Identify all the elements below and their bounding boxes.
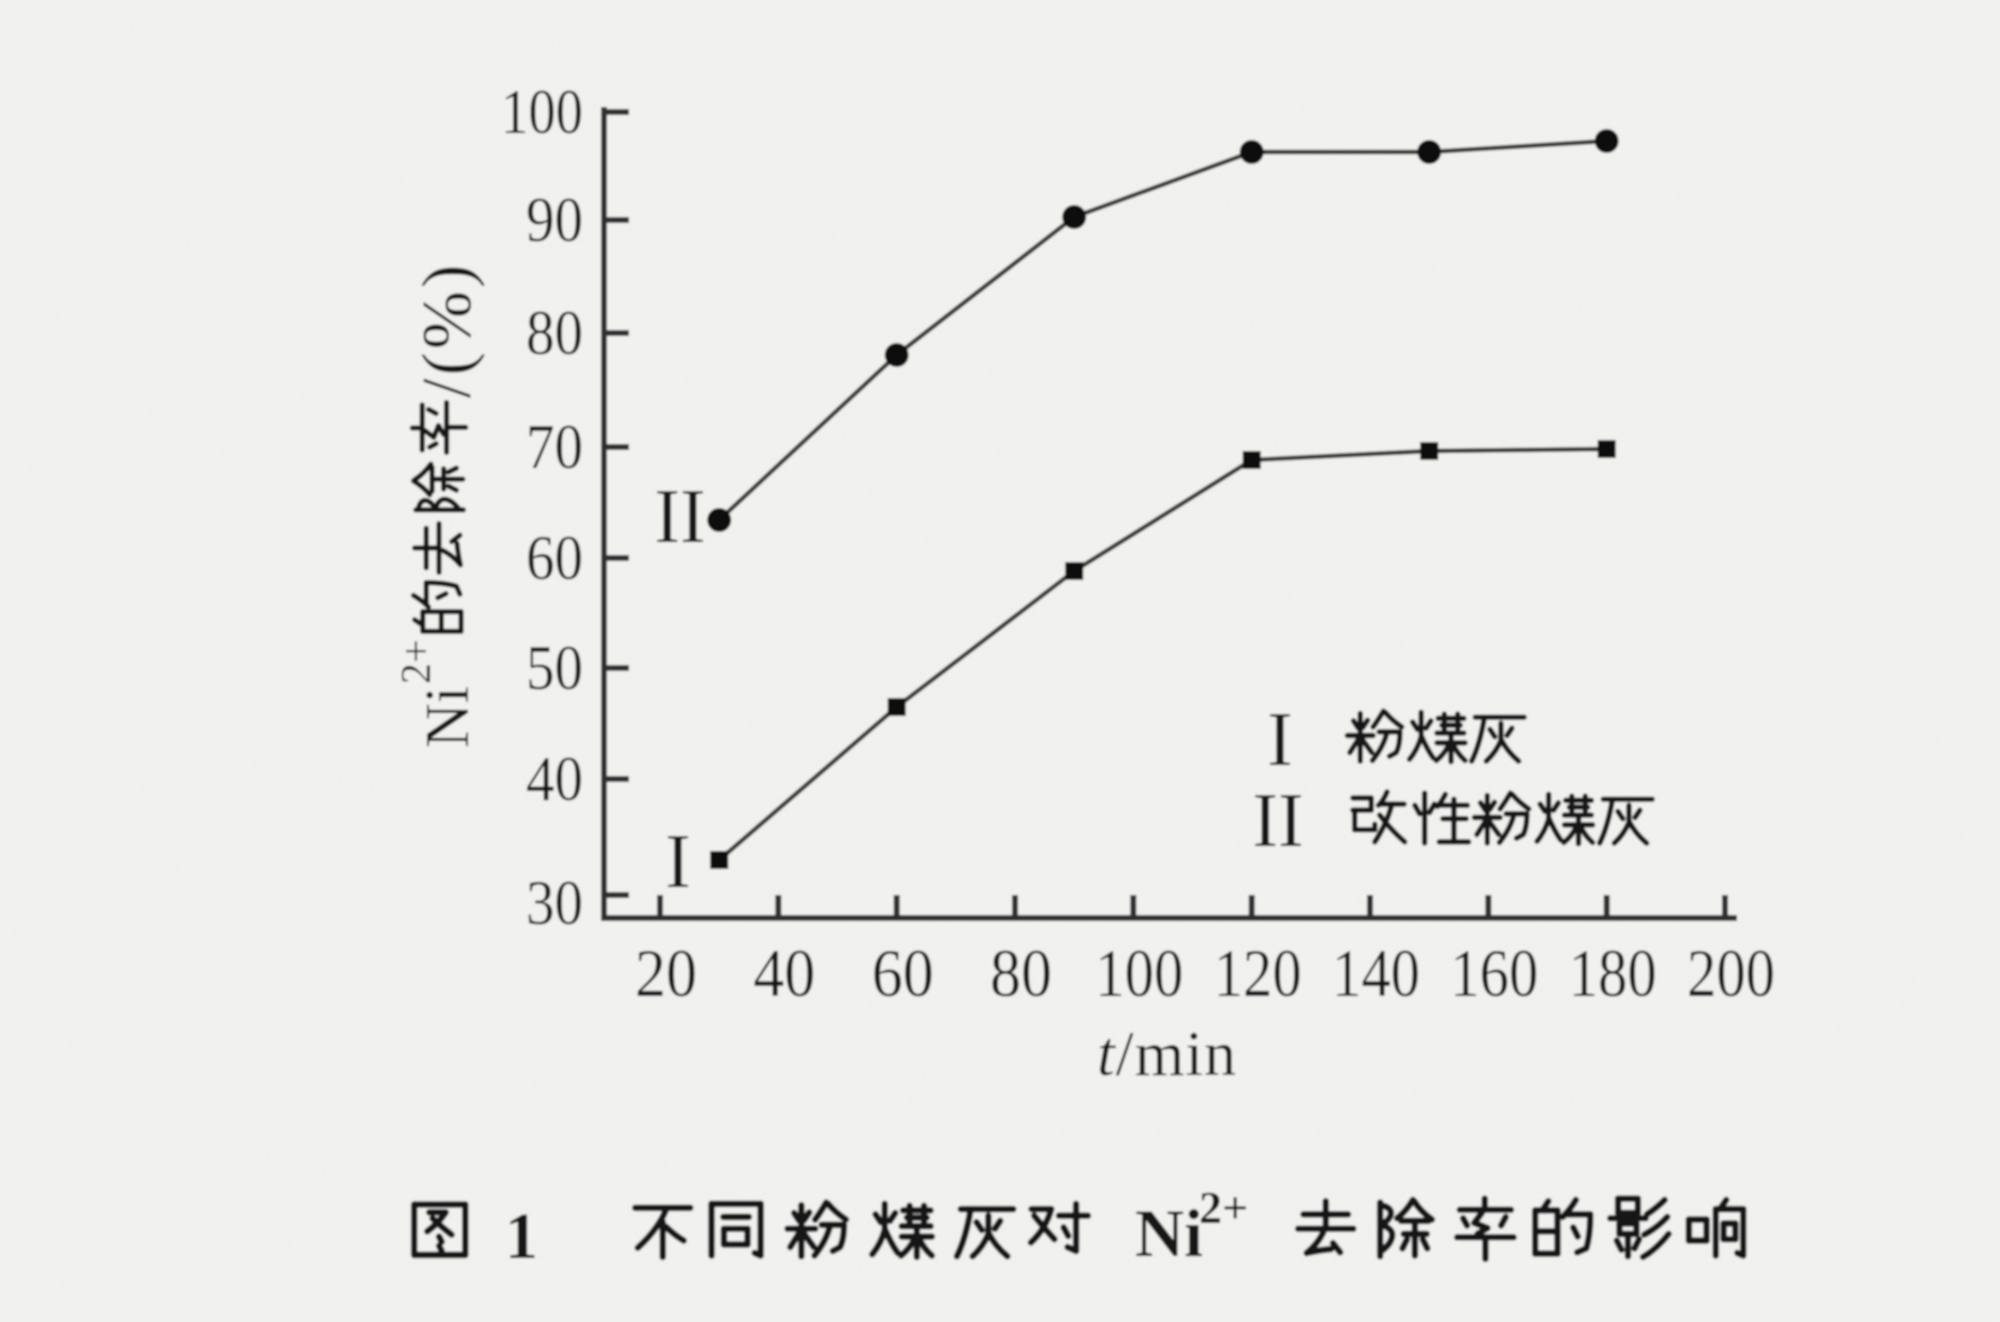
svg-text:50: 50 (526, 632, 583, 703)
svg-text:80: 80 (990, 935, 1052, 1011)
svg-text:Ni: Ni (414, 686, 482, 748)
svg-text:/(%): /(%) (409, 262, 486, 398)
svg-text:I: I (665, 818, 691, 904)
svg-text:90: 90 (526, 184, 583, 255)
svg-text:2+: 2+ (1199, 1182, 1248, 1233)
svg-text:20: 20 (635, 935, 697, 1011)
svg-text:Ni: Ni (1135, 1195, 1203, 1271)
svg-text:200: 200 (1687, 935, 1775, 1011)
svg-text:60: 60 (526, 522, 583, 593)
svg-text:100: 100 (1095, 935, 1183, 1011)
svg-text:30: 30 (526, 867, 583, 938)
svg-text:100: 100 (501, 76, 583, 147)
svg-text:80: 80 (526, 297, 583, 368)
svg-text:140: 140 (1332, 935, 1420, 1011)
svg-text:1: 1 (505, 1200, 538, 1273)
svg-text:160: 160 (1450, 935, 1538, 1011)
svg-text:60: 60 (872, 935, 934, 1011)
svg-text:I: I (1267, 696, 1293, 782)
svg-text:t/min: t/min (1097, 1018, 1237, 1089)
svg-text:II: II (654, 473, 705, 559)
svg-text:40: 40 (526, 743, 583, 814)
svg-text:II: II (1252, 777, 1303, 863)
svg-text:70: 70 (526, 411, 583, 482)
svg-text:180: 180 (1569, 935, 1657, 1011)
svg-text:40: 40 (753, 935, 815, 1011)
svg-text:2+: 2+ (394, 639, 440, 684)
svg-text:120: 120 (1214, 935, 1302, 1011)
